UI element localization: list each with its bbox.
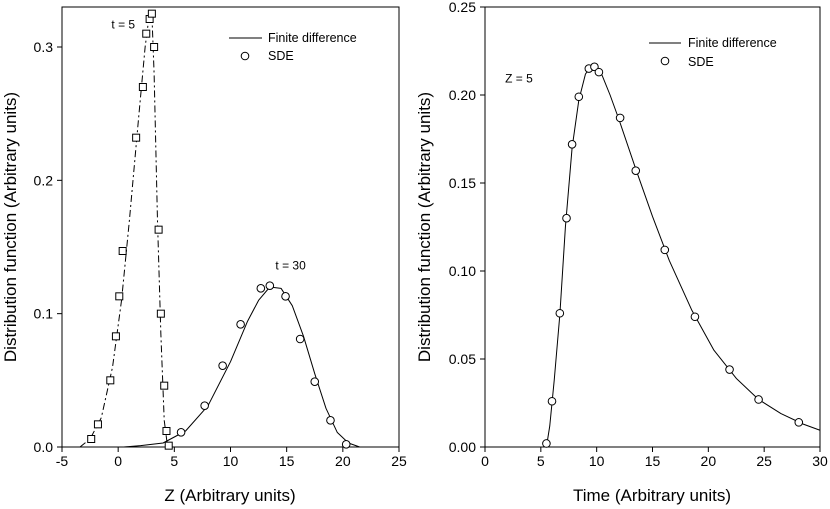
left-data-point-square — [138, 83, 147, 91]
left-x-tick-label: 0 — [114, 453, 122, 469]
left-data-point-circle — [256, 284, 266, 293]
left-data-point-circle — [341, 440, 351, 449]
right-y-tick-label: 0.20 — [449, 87, 476, 103]
left-y-tick-label: 0.2 — [34, 172, 54, 188]
left-data-point-square — [164, 441, 173, 450]
left-y-axis-label: Distribution function (Arbitrary units) — [1, 92, 20, 362]
right-x-tick-label: 15 — [645, 453, 661, 469]
left-series — [79, 9, 360, 450]
right-data-point-circle — [567, 139, 577, 149]
right-legend-line-label: Finite difference — [688, 36, 777, 50]
left-data-point-square — [132, 133, 141, 142]
right-legend-marker-sample — [660, 56, 670, 66]
left-y-tick-label: 0.3 — [34, 39, 54, 55]
left-x-tick-label: 15 — [279, 453, 295, 469]
left-data-point-square — [111, 332, 120, 341]
left-data-point-circle — [218, 361, 227, 370]
right-y-tick-label: 0.25 — [449, 0, 476, 15]
right-y-tick-label: 0.10 — [449, 263, 476, 279]
left-data-point-circle — [326, 416, 335, 425]
right-x-tick-label: 10 — [589, 453, 605, 469]
right-annotations: Z = 5 — [505, 72, 533, 86]
right-y-ticks: 0.00 0.05 0.10 0.15 0.20 0.25 — [449, 0, 485, 455]
left-chart: -5 0 5 10 15 20 25 0.0 0.1 0.2 0.3 Z (Arbitrary u… — [1, 6, 407, 505]
right-x-ticks: 0 5 10 15 20 25 30 — [481, 447, 828, 469]
left-data-point-square — [87, 435, 96, 443]
right-legend-marker-label: SDE — [688, 55, 714, 69]
right-data-point-circle — [574, 92, 584, 102]
left-legend-marker-sample — [240, 51, 250, 61]
right-x-axis-label: Time (Arbitrary units) — [573, 486, 731, 505]
left-series-line-0 — [79, 11, 169, 448]
right-data-point-circle — [555, 308, 565, 318]
left-y-tick-label: 0.0 — [34, 439, 54, 455]
right-data-point-circle — [631, 166, 641, 175]
left-legend-marker-label: SDE — [268, 49, 294, 63]
right-data-point-circle — [547, 396, 557, 406]
left-annotation-1: t = 30 — [275, 259, 306, 273]
left-data-point-circle — [310, 377, 320, 386]
right-annotation-0: Z = 5 — [505, 72, 533, 86]
left-data-point-square — [154, 225, 163, 234]
right-series-line-0 — [545, 66, 821, 448]
right-data-point-circle — [725, 365, 734, 374]
left-data-point-circle — [265, 281, 275, 290]
right-data-point-circle — [615, 113, 625, 123]
left-annotation-0: t = 5 — [111, 17, 135, 31]
right-y-axis-label: Distribution function (Arbitrary units) — [415, 92, 434, 362]
right-series — [542, 62, 821, 448]
left-data-point-square — [150, 43, 159, 51]
left-data-point-square — [93, 420, 102, 429]
left-x-tick-label: 25 — [391, 453, 407, 469]
left-data-point-circle — [281, 292, 290, 301]
left-data-point-square — [115, 292, 124, 301]
left-data-point-circle — [176, 428, 186, 437]
right-legend: Finite difference SDE — [649, 36, 777, 69]
left-data-point-square — [106, 376, 115, 385]
right-x-tick-label: 5 — [537, 453, 545, 469]
left-data-point-square — [147, 9, 156, 18]
right-x-tick-label: 20 — [701, 453, 717, 469]
right-data-point-circle — [542, 439, 551, 448]
left-legend-line-label: Finite difference — [268, 31, 357, 45]
left-legend: Finite difference SDE — [229, 31, 357, 63]
right-data-point-circle — [794, 418, 804, 427]
right-data-point-circle — [562, 213, 571, 223]
left-annotations: t = 5 t = 30 — [111, 17, 306, 272]
left-x-tick-label: 20 — [335, 453, 351, 469]
left-data-point-circle — [295, 334, 305, 344]
left-x-tick-label: 5 — [170, 453, 178, 469]
right-x-tick-label: 25 — [756, 453, 772, 469]
right-x-tick-label: 0 — [481, 453, 489, 469]
left-data-point-square — [142, 29, 151, 38]
left-data-point-square — [118, 247, 127, 255]
right-plot-frame — [484, 6, 821, 448]
right-x-tick-label: 30 — [812, 453, 828, 469]
left-x-tick-label: 10 — [223, 453, 239, 469]
left-x-axis-label: Z (Arbitrary units) — [164, 486, 295, 505]
left-data-point-circle — [236, 320, 245, 329]
right-y-tick-label: 0.00 — [449, 439, 476, 455]
left-x-ticks: -5 0 5 10 15 20 25 — [56, 447, 407, 469]
right-data-point-circle — [754, 395, 763, 404]
left-data-point-square — [160, 381, 169, 390]
right-data-point-circle — [660, 245, 670, 255]
left-data-point-circle — [200, 401, 209, 410]
right-chart: 0 5 10 15 20 25 30 0.00 0.05 0.10 0.15 0.20 0.25 Ti… — [415, 0, 828, 505]
right-y-tick-label: 0.15 — [449, 175, 476, 191]
left-data-point-square — [156, 309, 165, 318]
left-x-tick-label: -5 — [56, 453, 69, 469]
left-y-ticks: 0.0 0.1 0.2 0.3 — [34, 39, 62, 455]
right-data-point-circle — [690, 312, 700, 322]
left-data-point-square — [162, 427, 171, 435]
right-y-tick-label: 0.05 — [449, 351, 476, 367]
left-y-tick-label: 0.1 — [34, 306, 54, 322]
right-data-point-circle — [594, 67, 604, 77]
